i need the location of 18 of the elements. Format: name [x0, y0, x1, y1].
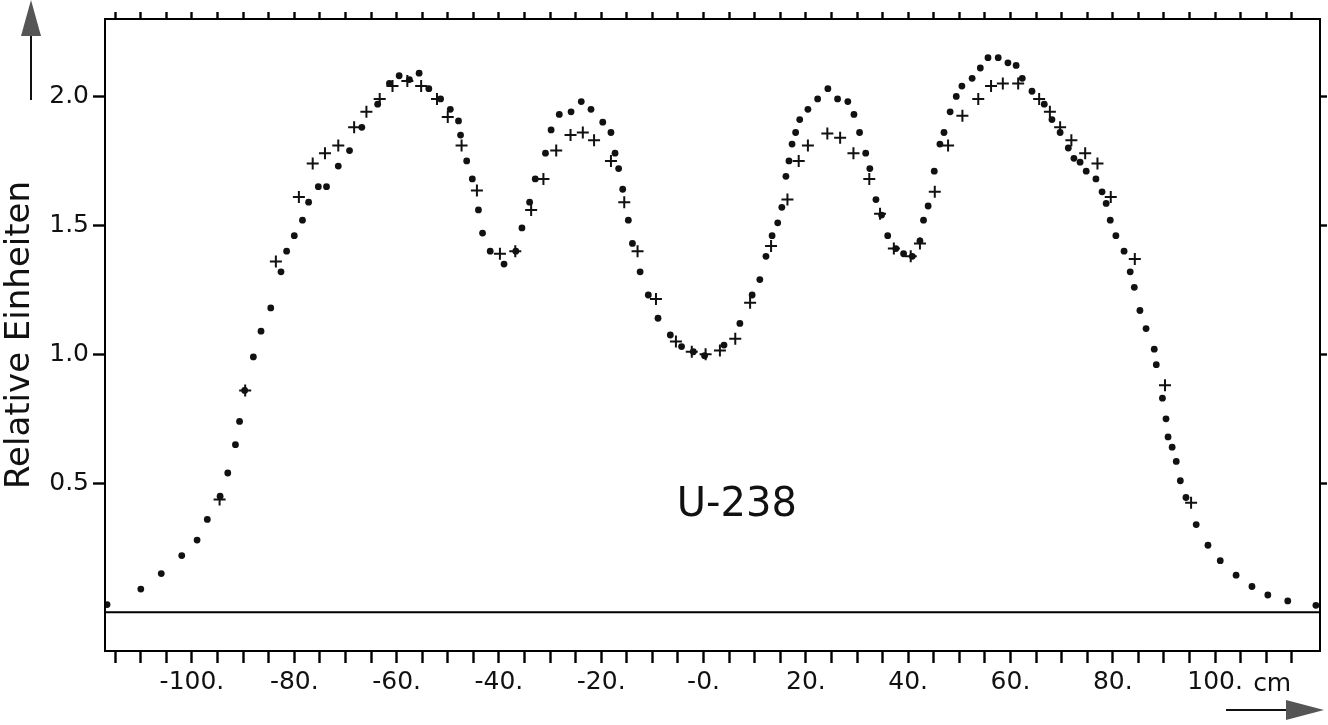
y-tick-label: 0.5: [49, 466, 89, 496]
x-tick-label: -100.: [159, 665, 225, 695]
annotation: U-238: [676, 479, 797, 526]
x-tick-label: -20.: [576, 665, 626, 695]
x-tick-label: 80.: [1092, 665, 1133, 695]
y-tick-label: 1.5: [49, 208, 89, 238]
x-tick-label: -60.: [372, 665, 421, 695]
x-tick-label: 60.: [990, 665, 1031, 695]
y-tick-label: 1.0: [49, 337, 89, 367]
y-axis-title: Relative Einheiten: [0, 180, 38, 490]
x-tick-label: 40.: [888, 665, 929, 695]
x-tick-label: -80.: [269, 665, 319, 695]
x-tick-label: -40.: [474, 665, 524, 695]
x-tick-label: 20.: [785, 665, 826, 695]
x-tick-label: 100.: [1187, 665, 1243, 695]
y-tick-label: 2.0: [49, 79, 89, 109]
x-axis-title: cm: [1253, 667, 1292, 697]
x-tick-label: -0.: [687, 665, 720, 695]
